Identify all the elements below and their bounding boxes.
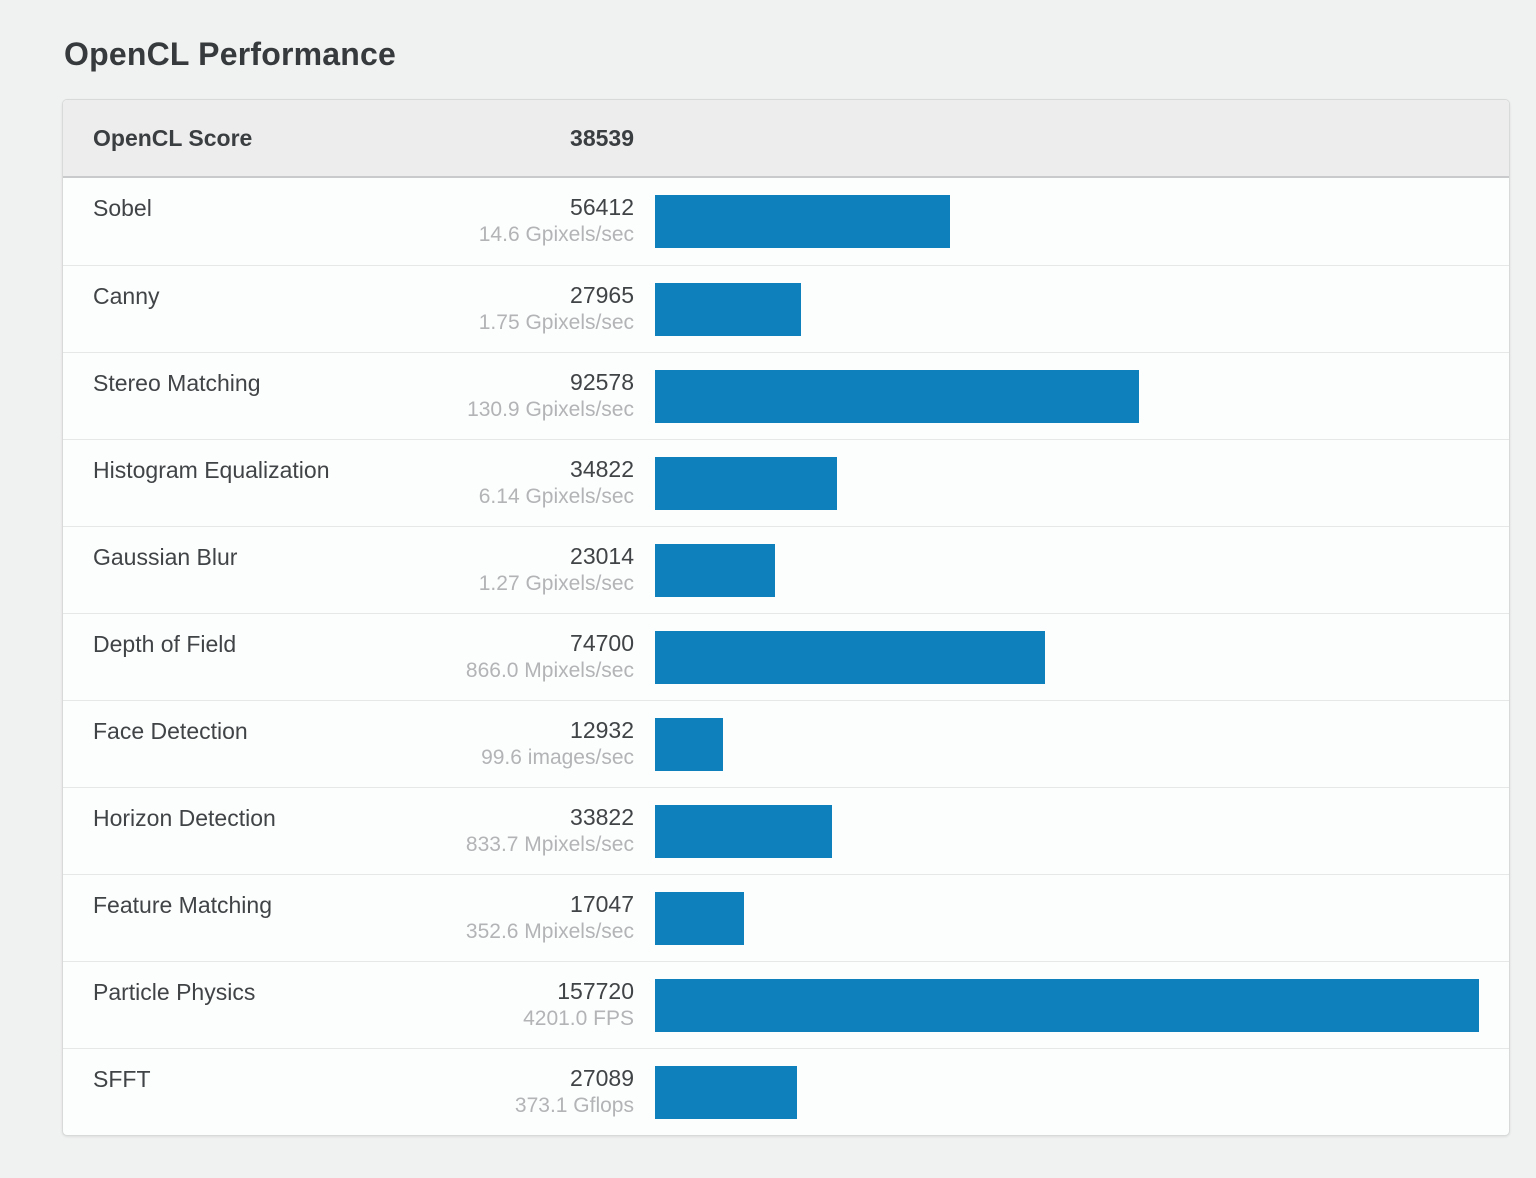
benchmark-name: Canny [93, 283, 160, 309]
benchmark-row: Feature Matching 17047 352.6 Mpixels/sec [63, 874, 1509, 961]
score-bar [655, 195, 950, 248]
benchmark-name: Sobel [93, 195, 152, 221]
score-bar [655, 543, 776, 597]
benchmark-bar-track [655, 353, 1479, 439]
score-bar [655, 1065, 797, 1119]
benchmark-score: 27965 [570, 282, 634, 308]
benchmark-name: Stereo Matching [93, 370, 261, 396]
score-bar [655, 891, 745, 945]
benchmark-score: 34822 [570, 456, 634, 482]
benchmark-rate: 352.6 Mpixels/sec [465, 920, 634, 943]
benchmark-rate: 373.1 Gflops [514, 1094, 634, 1117]
score-bar [655, 282, 802, 336]
benchmark-rate: 14.6 Gpixels/sec [478, 223, 634, 246]
benchmark-score: 23014 [570, 543, 634, 569]
benchmark-bar-track [655, 527, 1479, 613]
benchmark-row: Canny 27965 1.75 Gpixels/sec [63, 265, 1509, 352]
benchmark-row: Depth of Field 74700 866.0 Mpixels/sec [63, 613, 1509, 700]
benchmark-name: Histogram Equalization [93, 457, 330, 483]
overall-score-value: 38539 [570, 124, 634, 151]
benchmark-name: Horizon Detection [93, 805, 276, 831]
benchmark-score-cell: 56412 14.6 Gpixels/sec [394, 178, 634, 265]
benchmark-rate: 130.9 Gpixels/sec [467, 398, 634, 421]
benchmark-score-cell: 92578 130.9 Gpixels/sec [394, 353, 634, 439]
score-bar [655, 717, 723, 771]
benchmark-row: SFFT 27089 373.1 Gflops [63, 1048, 1509, 1135]
benchmark-bar-track [655, 178, 1479, 265]
benchmark-bar-track [655, 701, 1479, 787]
benchmark-score-cell: 23014 1.27 Gpixels/sec [394, 527, 634, 613]
benchmark-rate: 99.6 images/sec [481, 746, 634, 769]
benchmark-name: SFFT [93, 1066, 151, 1092]
benchmark-bar-track [655, 1049, 1479, 1135]
score-bar [655, 630, 1046, 684]
benchmark-row: Particle Physics 157720 4201.0 FPS [63, 961, 1509, 1048]
score-bar [655, 456, 837, 510]
benchmark-rate: 6.14 Gpixels/sec [478, 485, 634, 508]
benchmark-rate: 833.7 Mpixels/sec [465, 833, 634, 856]
benchmark-row: Face Detection 12932 99.6 images/sec [63, 700, 1509, 787]
benchmark-score: 17047 [570, 891, 634, 917]
benchmark-name: Particle Physics [93, 979, 256, 1005]
benchmark-score: 56412 [570, 194, 634, 220]
benchmark-bar-track [655, 440, 1479, 526]
benchmark-row: Sobel 56412 14.6 Gpixels/sec [63, 178, 1509, 265]
benchmark-score: 33822 [570, 804, 634, 830]
benchmark-score: 27089 [570, 1065, 634, 1091]
score-bar [655, 369, 1139, 423]
benchmark-bar-track [655, 614, 1479, 700]
benchmark-score: 92578 [570, 369, 634, 395]
page-title: OpenCL Performance [64, 36, 396, 72]
benchmark-row: Horizon Detection 33822 833.7 Mpixels/se… [63, 787, 1509, 874]
benchmark-rate: 1.27 Gpixels/sec [478, 572, 634, 595]
benchmark-rate: 4201.0 FPS [523, 1007, 634, 1030]
benchmark-bar-track [655, 962, 1479, 1048]
benchmark-bar-track [655, 266, 1479, 352]
score-bar [655, 978, 1479, 1032]
benchmark-score-cell: 17047 352.6 Mpixels/sec [394, 875, 634, 961]
benchmark-score-cell: 12932 99.6 images/sec [394, 701, 634, 787]
benchmark-name: Face Detection [93, 718, 248, 744]
benchmark-rate: 1.75 Gpixels/sec [478, 311, 634, 334]
benchmark-results-card: OpenCL Score 38539 Sobel 56412 14.6 Gpix… [62, 99, 1510, 1136]
benchmark-score-cell: 34822 6.14 Gpixels/sec [394, 440, 634, 526]
overall-score-label: OpenCL Score [93, 124, 253, 151]
benchmark-row: Gaussian Blur 23014 1.27 Gpixels/sec [63, 526, 1509, 613]
table-header-row: OpenCL Score 38539 [63, 100, 1509, 178]
benchmark-score-cell: 157720 4201.0 FPS [394, 962, 634, 1048]
benchmark-row: Histogram Equalization 34822 6.14 Gpixel… [63, 439, 1509, 526]
benchmark-row: Stereo Matching 92578 130.9 Gpixels/sec [63, 352, 1509, 439]
benchmark-score: 74700 [570, 630, 634, 656]
benchmark-score: 12932 [570, 717, 634, 743]
score-bar [655, 804, 832, 858]
benchmark-score-cell: 27965 1.75 Gpixels/sec [394, 266, 634, 352]
benchmark-score-cell: 33822 833.7 Mpixels/sec [394, 788, 634, 874]
benchmark-rows-container: Sobel 56412 14.6 Gpixels/sec Canny 27965… [63, 178, 1509, 1135]
benchmark-score: 157720 [557, 978, 634, 1004]
benchmark-rate: 866.0 Mpixels/sec [465, 659, 634, 682]
benchmark-name: Feature Matching [93, 892, 272, 918]
benchmark-bar-track [655, 788, 1479, 874]
benchmark-bar-track [655, 875, 1479, 961]
benchmark-score-cell: 27089 373.1 Gflops [394, 1049, 634, 1135]
benchmark-name: Depth of Field [93, 631, 237, 657]
benchmark-score-cell: 74700 866.0 Mpixels/sec [394, 614, 634, 700]
benchmark-name: Gaussian Blur [93, 544, 238, 570]
